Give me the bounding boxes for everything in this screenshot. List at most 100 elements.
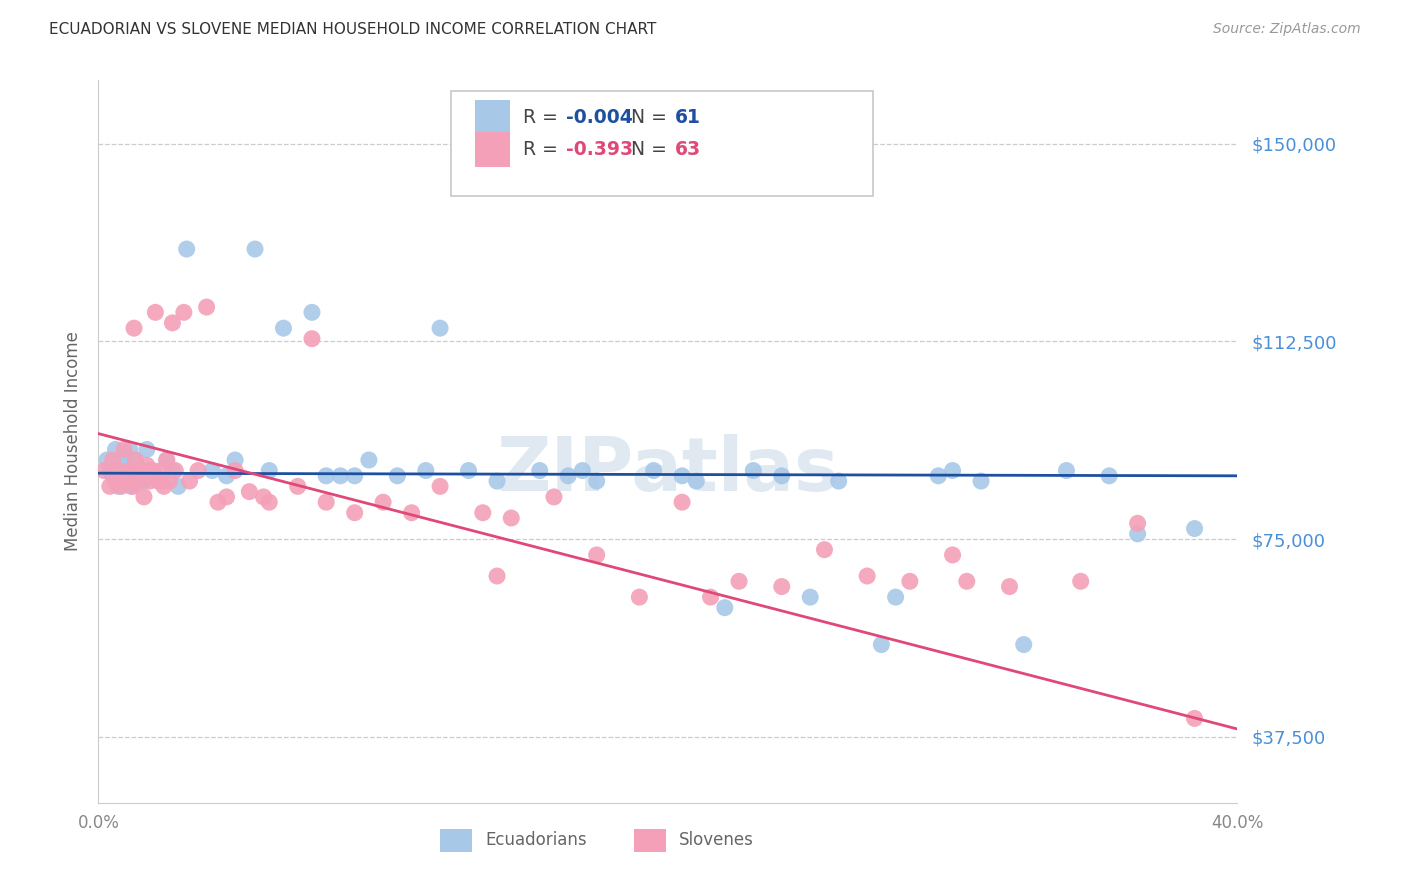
- Point: [343, 468, 366, 483]
- Text: 63: 63: [675, 140, 700, 159]
- Point: [259, 464, 281, 478]
- Point: [93, 464, 115, 478]
- Point: [112, 448, 135, 462]
- Point: [167, 479, 190, 493]
- Point: [215, 468, 238, 483]
- Point: [165, 464, 187, 478]
- Point: [529, 464, 551, 478]
- Point: [98, 479, 121, 493]
- Point: [243, 242, 266, 256]
- Point: [238, 484, 260, 499]
- Text: -0.004: -0.004: [567, 108, 633, 127]
- Point: [387, 468, 409, 483]
- Point: [884, 590, 907, 604]
- Point: [145, 468, 167, 483]
- Point: [107, 479, 129, 493]
- Point: [135, 458, 157, 473]
- Point: [148, 474, 170, 488]
- Text: R =: R =: [523, 140, 564, 159]
- Point: [401, 506, 423, 520]
- Point: [121, 479, 143, 493]
- Point: [714, 600, 737, 615]
- Point: [107, 464, 129, 478]
- Point: [1184, 522, 1206, 536]
- Point: [643, 464, 665, 478]
- Point: [120, 479, 142, 493]
- Point: [118, 442, 141, 457]
- Point: [117, 464, 139, 478]
- Point: [942, 464, 965, 478]
- Text: N =: N =: [631, 108, 673, 127]
- Text: ZIPatlas: ZIPatlas: [496, 434, 839, 507]
- Point: [898, 574, 921, 589]
- Point: [415, 464, 437, 478]
- Point: [104, 442, 127, 457]
- Point: [118, 464, 141, 478]
- Point: [104, 474, 127, 488]
- Point: [998, 580, 1021, 594]
- Point: [207, 495, 229, 509]
- Point: [543, 490, 565, 504]
- Point: [138, 474, 160, 488]
- Point: [150, 474, 173, 488]
- Point: [557, 468, 579, 483]
- Text: -0.393: -0.393: [567, 140, 634, 159]
- Point: [112, 442, 135, 457]
- Text: N =: N =: [631, 140, 673, 159]
- Point: [145, 305, 167, 319]
- Point: [252, 490, 274, 504]
- Point: [176, 242, 198, 256]
- Point: [132, 474, 155, 488]
- Point: [187, 464, 209, 478]
- Point: [224, 453, 246, 467]
- Point: [224, 464, 246, 478]
- Point: [287, 479, 309, 493]
- Point: [870, 638, 893, 652]
- Point: [486, 474, 509, 488]
- Point: [585, 474, 607, 488]
- Point: [259, 495, 281, 509]
- Text: Ecuadorians: Ecuadorians: [485, 831, 588, 849]
- Point: [150, 464, 173, 478]
- Point: [1126, 526, 1149, 541]
- Point: [728, 574, 751, 589]
- Point: [799, 590, 821, 604]
- Point: [471, 506, 494, 520]
- Point: [129, 464, 152, 478]
- Point: [101, 468, 124, 483]
- Point: [1184, 711, 1206, 725]
- Point: [1126, 516, 1149, 531]
- Point: [179, 474, 201, 488]
- Point: [122, 321, 145, 335]
- Point: [329, 468, 352, 483]
- Point: [156, 453, 179, 467]
- Point: [671, 495, 693, 509]
- Point: [195, 300, 218, 314]
- Point: [357, 453, 380, 467]
- Point: [628, 590, 651, 604]
- Point: [970, 474, 993, 488]
- Point: [135, 442, 157, 457]
- Point: [173, 305, 195, 319]
- Point: [315, 495, 337, 509]
- Point: [828, 474, 851, 488]
- Text: 61: 61: [675, 108, 700, 127]
- Text: Source: ZipAtlas.com: Source: ZipAtlas.com: [1213, 22, 1361, 37]
- Point: [138, 464, 160, 478]
- Point: [124, 453, 146, 467]
- Point: [215, 490, 238, 504]
- Point: [110, 458, 132, 473]
- Point: [156, 453, 179, 467]
- Point: [429, 479, 451, 493]
- Point: [132, 490, 155, 504]
- Point: [1056, 464, 1078, 478]
- Text: Slovenes: Slovenes: [679, 831, 754, 849]
- Text: R =: R =: [523, 108, 564, 127]
- Point: [141, 464, 163, 478]
- Point: [162, 316, 184, 330]
- FancyBboxPatch shape: [634, 829, 665, 852]
- Point: [98, 464, 121, 478]
- Point: [956, 574, 979, 589]
- Point: [813, 542, 835, 557]
- FancyBboxPatch shape: [475, 100, 509, 135]
